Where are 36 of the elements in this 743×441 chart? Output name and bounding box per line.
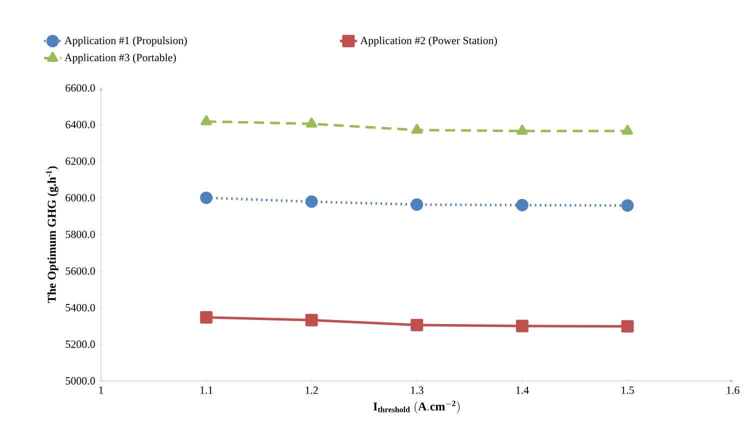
legend-label: Application #2 (Power Station) bbox=[360, 36, 497, 46]
y-tick-label: 6600.0 bbox=[66, 84, 95, 92]
point bbox=[200, 115, 212, 126]
legend-label: Application #1 (Propulsion) bbox=[64, 36, 187, 46]
point bbox=[621, 320, 634, 333]
point bbox=[516, 320, 528, 332]
point bbox=[411, 124, 422, 134]
y-tick-label: 5800.0 bbox=[66, 230, 95, 238]
point bbox=[200, 192, 213, 204]
legend-label: Application #3 (Portable) bbox=[64, 54, 176, 64]
y-tick-label: 5600.0 bbox=[66, 267, 95, 275]
point bbox=[410, 198, 424, 211]
x-tick-label: 1.2 bbox=[306, 386, 318, 394]
point bbox=[305, 314, 318, 326]
y-tick-label: 5200.0 bbox=[66, 340, 95, 348]
y-tick-label: 6400.0 bbox=[66, 120, 95, 128]
point bbox=[622, 124, 634, 135]
x-tick-label: 1.3 bbox=[411, 386, 424, 394]
x-tick-label: 1 bbox=[99, 386, 104, 394]
point bbox=[516, 198, 528, 212]
x-tick-label: 1.4 bbox=[516, 386, 529, 394]
point bbox=[516, 124, 528, 135]
x-tick-label: 1.1 bbox=[200, 386, 212, 394]
point bbox=[306, 118, 318, 128]
y-axis-title: The Optimum GHG (g.h$^{-1}$) bbox=[46, 166, 58, 303]
x-axis-title: $\mathbf{I_{threshold}\ (A.cm^{-2})}$ bbox=[373, 400, 460, 414]
y-tick-label: 5400.0 bbox=[66, 304, 95, 312]
y-tick-label: 6000.0 bbox=[66, 194, 95, 202]
x-tick-label: 1.5 bbox=[622, 386, 634, 394]
y-tick-label: 5000.0 bbox=[66, 377, 95, 385]
point bbox=[410, 318, 424, 332]
point bbox=[621, 199, 634, 212]
point bbox=[200, 311, 213, 324]
y-tick-label: 6200.0 bbox=[66, 158, 95, 165]
x-tick-label: 1.6 bbox=[726, 386, 740, 394]
point bbox=[305, 195, 318, 208]
